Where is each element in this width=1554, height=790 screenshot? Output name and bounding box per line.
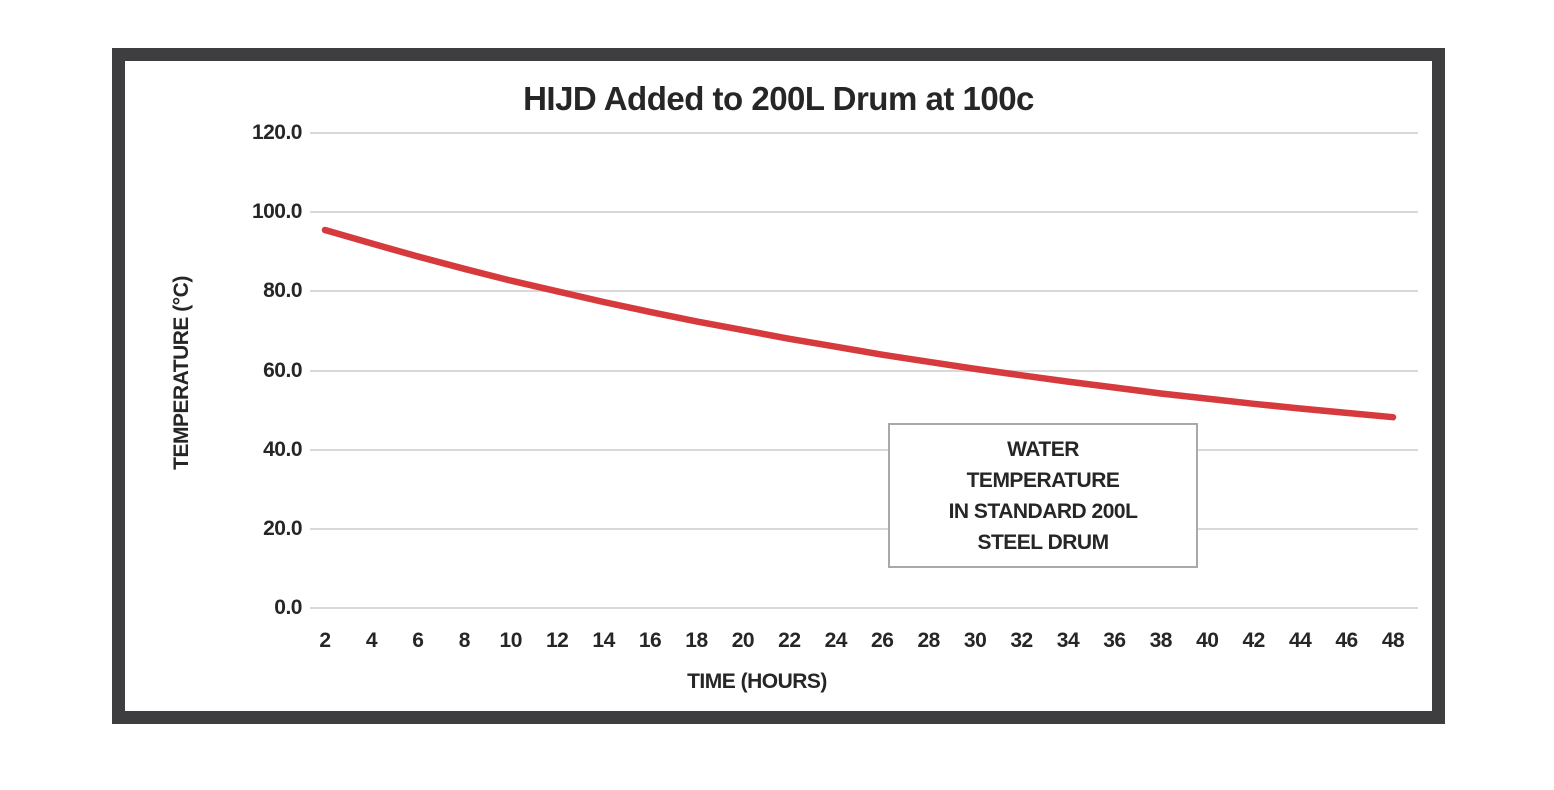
chart-frame <box>112 48 1445 724</box>
y-tick-label: 0.0 <box>274 596 302 619</box>
annotation-line: WATER <box>1007 437 1079 461</box>
y-tick-label: 20.0 <box>263 516 302 540</box>
x-tick-label: 28 <box>917 629 940 652</box>
gridline <box>310 607 1418 609</box>
x-tick-label: 32 <box>1010 629 1033 652</box>
x-tick-label: 6 <box>412 629 424 652</box>
x-tick-label: 30 <box>963 629 987 652</box>
y-tick-label: 120.0 <box>251 121 303 144</box>
x-tick-label: 44 <box>1288 629 1312 652</box>
x-tick-label: 12 <box>545 629 569 652</box>
annotation-box: WATER TEMPERATURE IN STANDARD 200L STEEL… <box>888 423 1198 568</box>
gridline <box>310 290 1418 293</box>
annotation-line: STEEL DRUM <box>977 530 1109 554</box>
x-tick-label: 48 <box>1381 629 1405 652</box>
gridline <box>310 369 1418 372</box>
x-tick-label: 24 <box>824 629 848 652</box>
y-tick-label: 100.0 <box>251 200 303 224</box>
x-tick-label: 10 <box>499 629 523 652</box>
y-tick-label: 60.0 <box>263 358 302 382</box>
gridline <box>310 132 1418 134</box>
x-tick-label: 46 <box>1335 629 1358 652</box>
x-tick-label: 22 <box>778 629 801 652</box>
x-tick-label: 2 <box>319 629 331 652</box>
y-tick-label: 40.0 <box>263 437 302 461</box>
x-tick-label: 4 <box>365 629 378 652</box>
plot-area <box>310 132 1420 609</box>
annotation-line: IN STANDARD 200L <box>948 499 1138 523</box>
x-tick-label: 26 <box>871 629 894 652</box>
x-tick-label: 8 <box>458 629 471 652</box>
x-tick-label: 40 <box>1196 629 1219 652</box>
x-tick-label: 38 <box>1149 629 1173 652</box>
gridline <box>310 527 1418 530</box>
gridline <box>310 448 1418 451</box>
temperature-series-line <box>321 226 1397 421</box>
temperature-line-chart <box>321 226 1397 421</box>
gridline <box>310 211 1418 214</box>
x-tick-label: 36 <box>1103 629 1126 652</box>
x-axis-title: TIME (HOURS) <box>687 670 827 693</box>
x-tick-label: 14 <box>592 629 615 652</box>
y-tick-label: 80.0 <box>263 279 302 303</box>
x-tick-label: 18 <box>685 629 708 652</box>
x-tick-label: 34 <box>1056 629 1080 652</box>
x-tick-label: 16 <box>638 629 662 652</box>
annotation-line: TEMPERATURE <box>966 468 1120 492</box>
x-tick-label: 20 <box>731 629 755 652</box>
x-tick-label: 42 <box>1242 629 1266 652</box>
chart-title: HIJD Added to 200L Drum at 100c <box>523 80 1034 117</box>
